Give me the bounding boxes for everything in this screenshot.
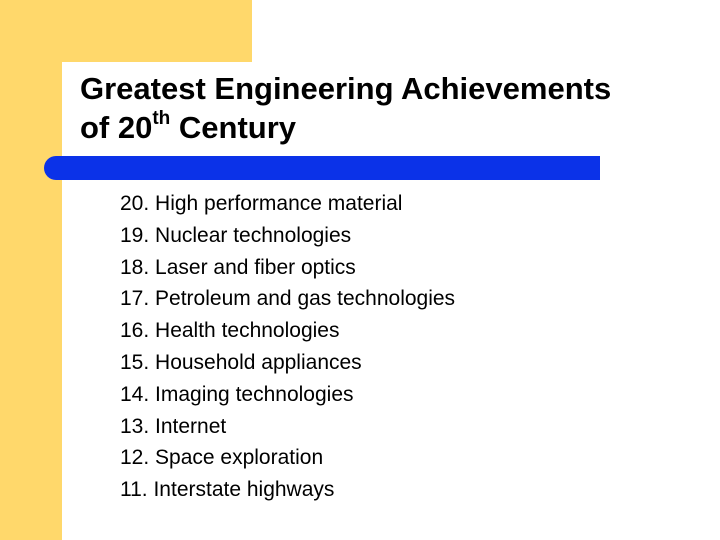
list-item: 13. Internet — [120, 414, 227, 438]
list-item: 18. Laser and fiber optics — [120, 255, 356, 279]
list-item: 19. Nuclear technologies — [120, 223, 352, 247]
list-item: 16. Health technologies — [120, 319, 340, 343]
slide-content-panel — [62, 62, 720, 540]
list-item: 15. Household appliances — [120, 350, 362, 374]
title-divider-bar — [44, 156, 600, 180]
list-item: 17. Petroleum and gas technologies — [120, 287, 456, 311]
title-line-2-suffix: Century — [170, 110, 297, 145]
title-line-2-prefix: of 20 — [80, 110, 153, 145]
list-item: 14. Imaging technologies — [120, 382, 354, 406]
list-item: 12. Space exploration — [120, 446, 324, 470]
slide-title: Greatest Engineering Achievements of 20t… — [80, 69, 611, 147]
title-line-1: Greatest Engineering Achievements — [80, 71, 612, 106]
list-item: 20. High performance material — [120, 192, 403, 215]
achievement-list: 20. High performance material 19. Nuclea… — [120, 188, 455, 506]
title-superscript: th — [152, 107, 171, 129]
accent-band-left — [0, 0, 62, 540]
list-item: 11. Interstate highways — [120, 478, 335, 502]
